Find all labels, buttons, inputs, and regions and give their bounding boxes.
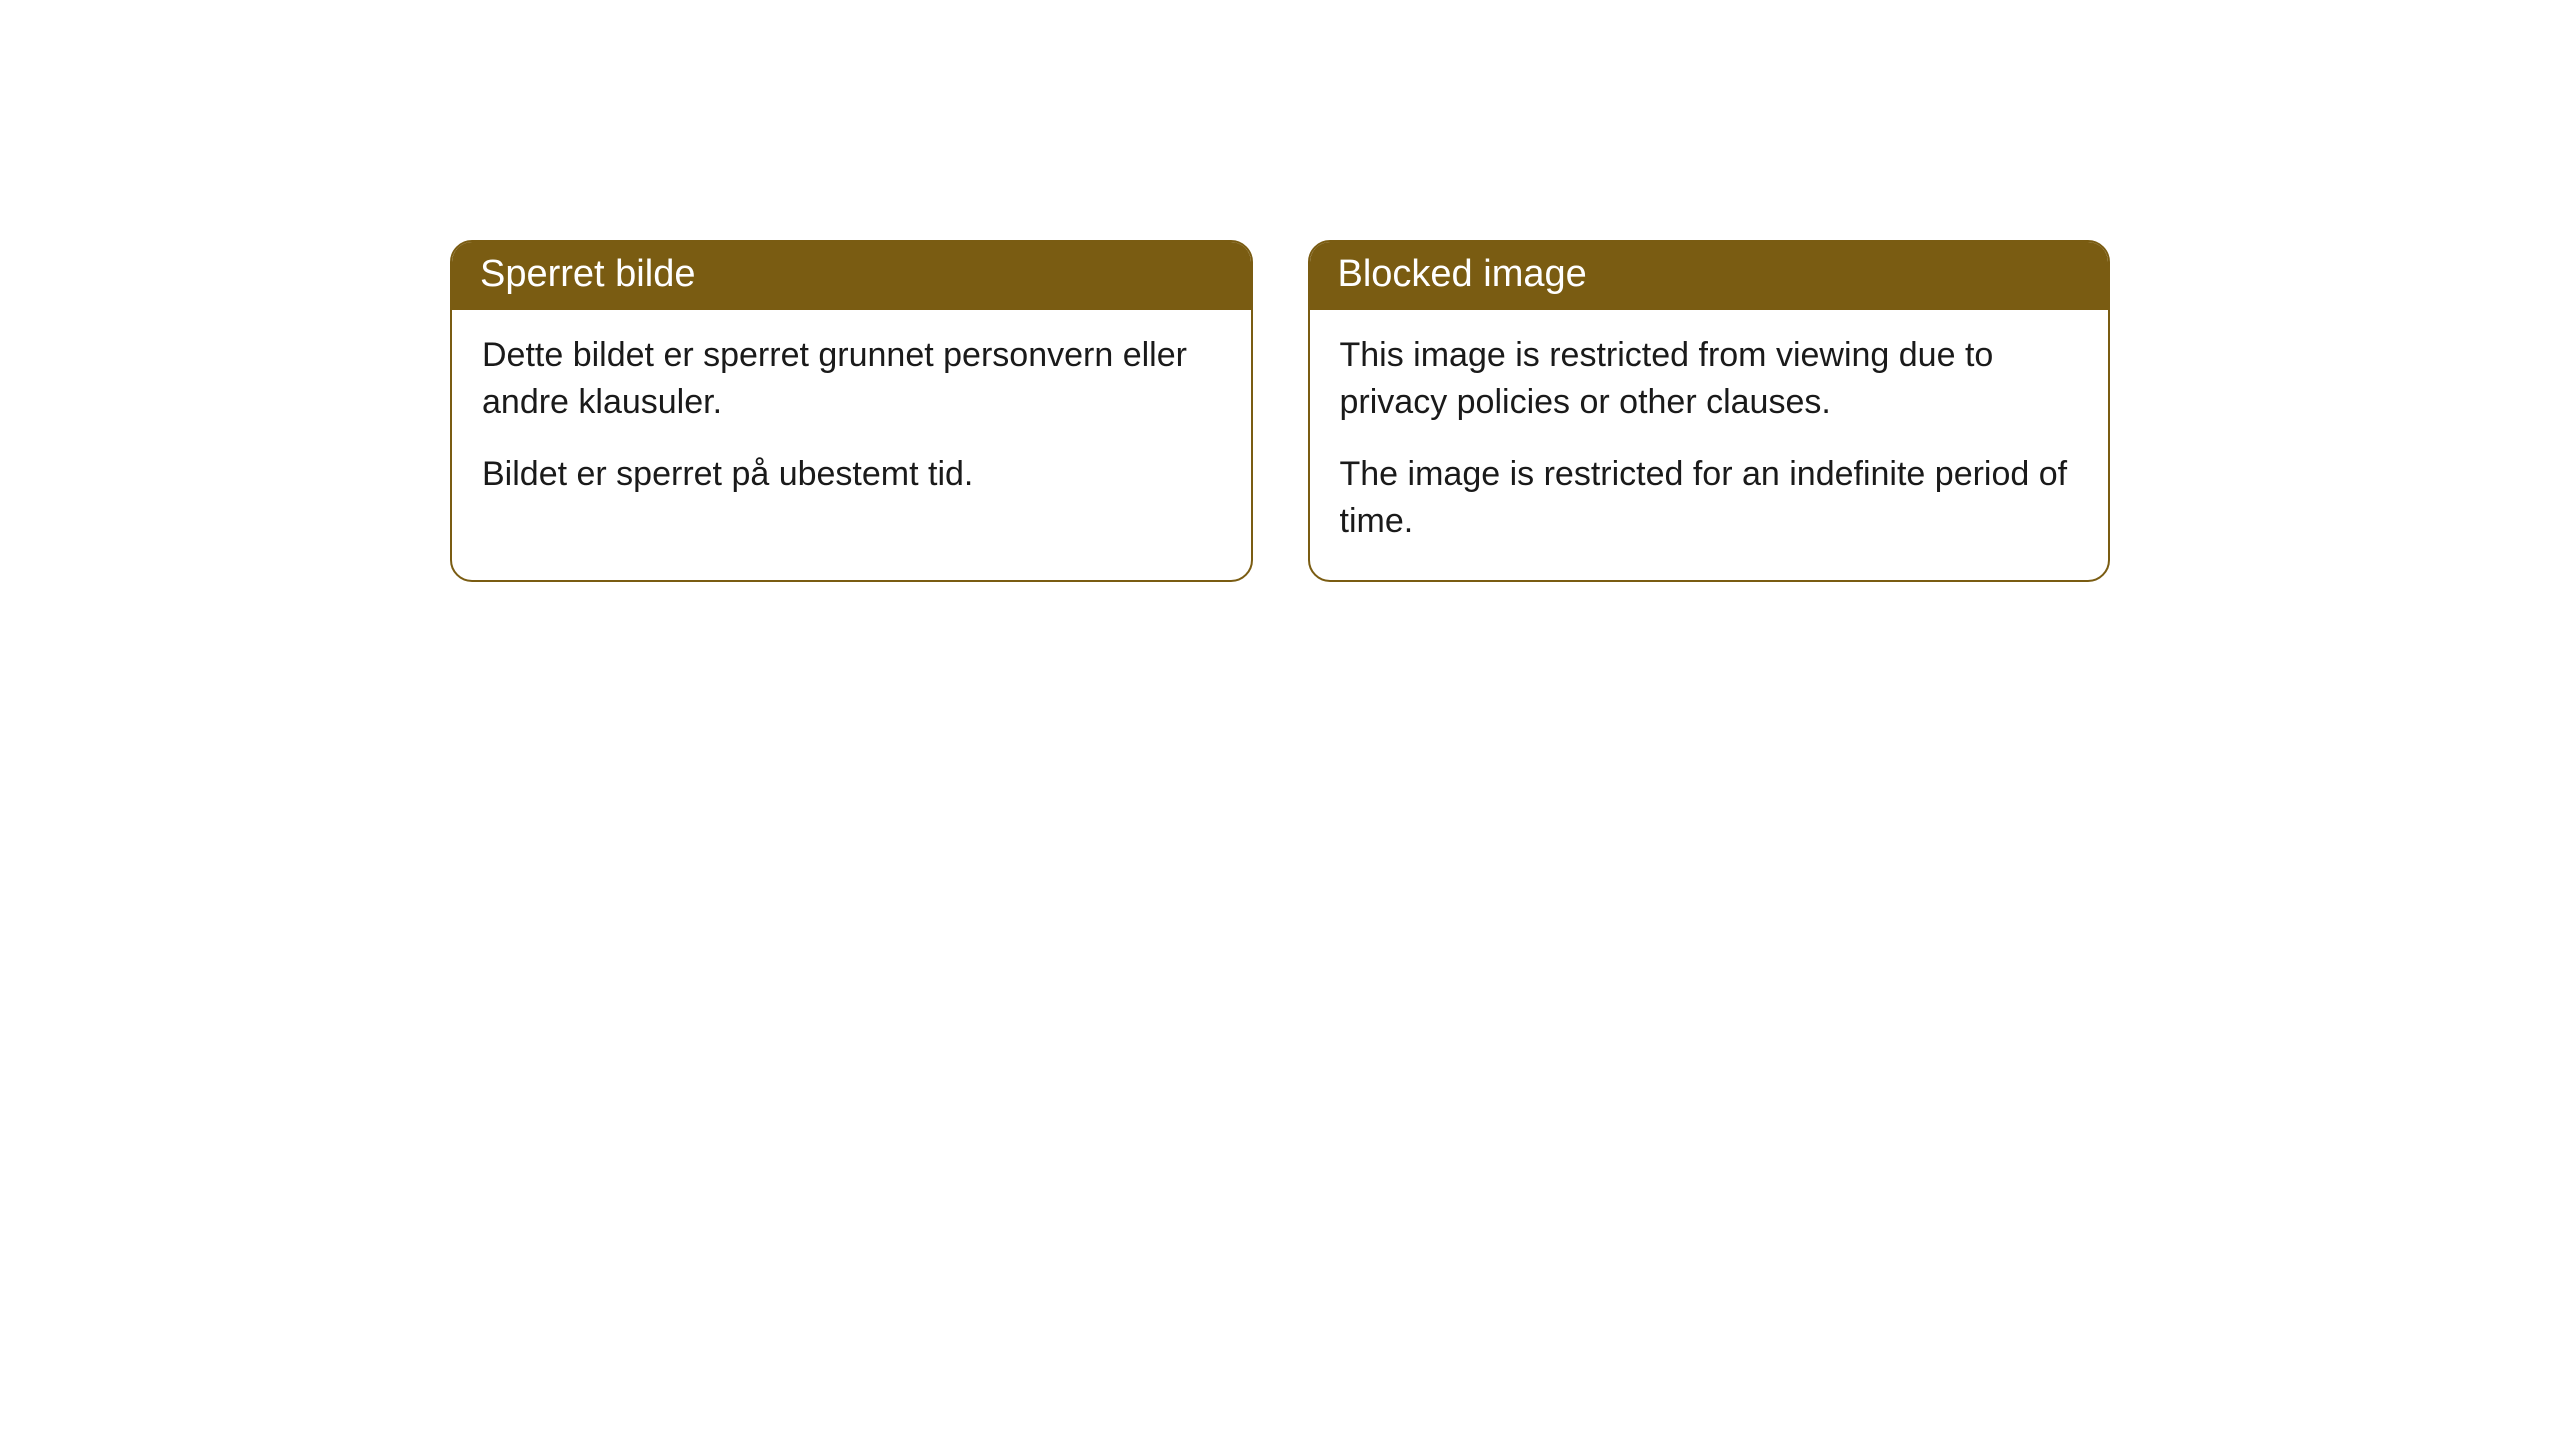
card-body: This image is restricted from viewing du… — [1310, 310, 2109, 581]
card-paragraph: The image is restricted for an indefinit… — [1340, 451, 2079, 545]
cards-container: Sperret bilde Dette bildet er sperret gr… — [450, 240, 2110, 582]
blocked-image-card-english: Blocked image This image is restricted f… — [1308, 240, 2111, 582]
card-paragraph: Bildet er sperret på ubestemt tid. — [482, 451, 1221, 498]
card-title: Blocked image — [1338, 253, 1587, 295]
card-header: Sperret bilde — [452, 242, 1251, 310]
card-header: Blocked image — [1310, 242, 2109, 310]
card-body: Dette bildet er sperret grunnet personve… — [452, 310, 1251, 534]
card-title: Sperret bilde — [480, 253, 695, 295]
card-paragraph: Dette bildet er sperret grunnet personve… — [482, 332, 1221, 426]
card-paragraph: This image is restricted from viewing du… — [1340, 332, 2079, 426]
blocked-image-card-norwegian: Sperret bilde Dette bildet er sperret gr… — [450, 240, 1253, 582]
